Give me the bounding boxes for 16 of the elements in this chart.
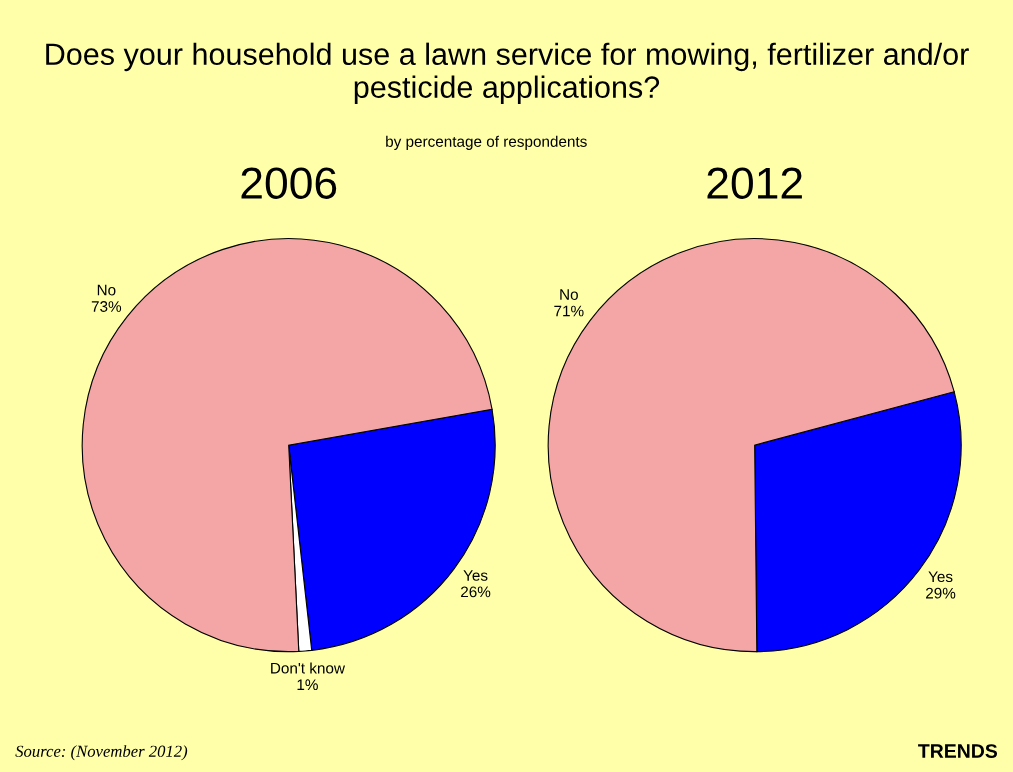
text: Does your household use a lawn service for mowing, fertilizer and/or pesticide applications? — [46, 42, 969, 105]
data-label: 73% — [91, 301, 122, 312]
slice-label: Yes — [928, 571, 953, 583]
data-label: 26% — [461, 586, 491, 598]
slice-label: No — [560, 289, 578, 300]
source-note: Source: (November 2012) — [15, 745, 188, 761]
text: by percentage of respondents — [386, 135, 587, 150]
text: TRENDS — [918, 744, 998, 758]
data-label: 29% — [926, 587, 956, 599]
chart-title: 2006 — [241, 167, 337, 199]
data-label: 71% — [554, 305, 584, 317]
slice-label: Yes — [463, 570, 488, 581]
slice-label: Don't know — [271, 662, 346, 674]
chart-title: 2012 — [707, 167, 802, 199]
data-label: 1% — [297, 679, 318, 691]
slice-label: No — [97, 284, 116, 296]
